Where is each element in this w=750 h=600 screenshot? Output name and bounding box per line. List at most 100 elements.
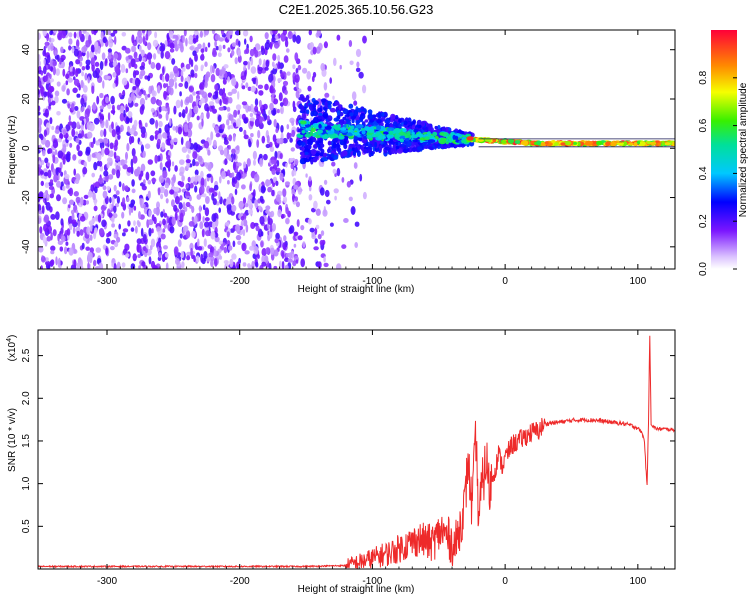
spectrogram-noise-cell xyxy=(249,48,255,57)
spectrogram-noise-cell xyxy=(50,250,55,255)
spectrogram-noise-cell xyxy=(73,191,79,197)
spectrogram-noise-cell xyxy=(180,75,184,83)
spectrogram-noise-cell xyxy=(170,139,174,145)
spectrogram-noise-cell xyxy=(214,258,218,267)
spectrogram-noise-cell xyxy=(134,70,140,76)
spectrogram-noise-cell xyxy=(179,159,185,166)
spectrogram-noise-cell xyxy=(308,185,312,192)
spectrogram-noise-cell xyxy=(171,161,175,167)
spectrogram-noise-cell xyxy=(152,39,159,48)
spectrogram-noise-cell xyxy=(85,64,90,71)
spectrogram-noise-cell xyxy=(362,191,367,200)
spectrogram-noise-cell xyxy=(254,105,259,113)
spectrogram-noise-cell xyxy=(286,71,291,76)
spectrogram-signal-cell xyxy=(339,138,344,146)
spectrogram-noise-cell xyxy=(282,137,288,144)
spectrogram-noise-cell xyxy=(292,193,295,203)
spectrogram-noise-cell xyxy=(107,103,112,110)
spectrogram-noise-cell xyxy=(41,159,45,166)
spectrogram-noise-cell xyxy=(228,114,234,121)
spectrogram-noise-cell xyxy=(285,217,290,225)
spectrogram-signal-cell xyxy=(342,108,349,115)
spectrogram-noise-cell xyxy=(350,206,356,215)
spectrogram-noise-cell xyxy=(113,184,117,192)
spectrogram-noise-cell xyxy=(65,73,70,80)
spectrogram-noise-cell xyxy=(59,58,62,65)
spectrogram-signal-cell xyxy=(360,145,365,152)
spectrogram-noise-cell xyxy=(182,66,186,72)
spectrogram-noise-cell xyxy=(175,99,181,109)
spectrogram-noise-cell xyxy=(228,245,233,251)
spectrogram-noise-cell xyxy=(260,241,264,248)
spectrogram-signal-core xyxy=(554,142,559,146)
spectrogram-noise-cell xyxy=(144,122,148,128)
spectrogram-noise-cell xyxy=(125,116,130,123)
spectrogram-signal-core xyxy=(332,124,339,130)
spectrogram-signal-core xyxy=(661,141,666,146)
spectrogram-noise-cell xyxy=(158,237,162,243)
spectrogram-noise-cell xyxy=(141,185,147,191)
spectrogram-noise-cell xyxy=(113,151,117,159)
spectrogram-noise-cell xyxy=(249,245,255,251)
spectrogram-noise-cell xyxy=(256,254,260,259)
spectrogram-noise-cell xyxy=(226,119,230,126)
spectrogram-signal-cell xyxy=(308,104,313,110)
spectrogram-noise-cell xyxy=(265,143,271,149)
spectrogram-noise-cell xyxy=(42,235,47,244)
spectrogram-signal-cell xyxy=(376,119,382,124)
spectrogram-noise-cell xyxy=(42,50,46,57)
spectrogram-signal-core xyxy=(438,139,447,145)
spectrogram-noise-cell xyxy=(111,129,116,138)
spectrogram-noise-cell xyxy=(148,227,152,237)
spectrogram-noise-cell xyxy=(163,90,167,100)
spectrogram-noise-cell xyxy=(355,67,361,73)
spectrogram-noise-cell xyxy=(58,62,63,69)
spectrogram-signal-cell xyxy=(344,114,350,118)
spectrogram-noise-cell xyxy=(271,61,275,67)
spectrogram-noise-cell xyxy=(231,77,237,87)
spectrogram-noise-cell xyxy=(111,216,115,223)
spectrogram-noise-cell xyxy=(52,60,57,67)
spectrogram-noise-cell xyxy=(290,147,295,152)
spectrogram-noise-cell xyxy=(71,219,77,225)
spectrogram-noise-cell xyxy=(86,131,93,139)
spectrogram-noise-cell xyxy=(71,103,75,111)
spectrogram-noise-cell xyxy=(280,72,284,78)
spectrogram-noise-cell xyxy=(131,34,135,44)
spectrogram-noise-cell xyxy=(138,119,142,125)
spectrogram-noise-cell xyxy=(339,64,342,70)
spectrogram-noise-cell xyxy=(141,261,146,267)
spectrogram-noise-cell xyxy=(81,66,86,71)
spectrogram-noise-cell xyxy=(231,49,235,57)
spectrogram-noise-cell xyxy=(116,196,120,204)
spectrogram-noise-cell xyxy=(99,60,104,71)
spectrogram-signal-core xyxy=(394,134,400,140)
spectrogram-signal-cell xyxy=(359,115,364,122)
spectrogram-noise-cell xyxy=(275,232,280,240)
spectrogram-noise-cell xyxy=(259,216,265,225)
spectrogram-noise-cell xyxy=(358,71,364,79)
spectrogram-noise-cell xyxy=(38,54,41,62)
spectrogram-noise-cell xyxy=(207,42,211,48)
spectrogram-noise-cell xyxy=(151,214,155,222)
spectrogram-noise-cell xyxy=(46,162,50,167)
spectrogram-noise-cell xyxy=(205,196,210,204)
spectrogram-noise-cell xyxy=(233,122,237,128)
spectrogram-noise-cell xyxy=(55,167,59,176)
spectrogram-signal-cell xyxy=(331,153,335,158)
spectrogram-noise-cell xyxy=(151,177,157,183)
spectrogram-noise-cell xyxy=(282,97,289,107)
spectrogram-noise-cell xyxy=(94,61,100,67)
spectrogram-noise-cell xyxy=(188,121,193,129)
spectrogram-noise-cell xyxy=(134,57,140,63)
spectrogram-noise-cell xyxy=(142,37,146,45)
x-tick-label: 0 xyxy=(502,276,508,287)
spectrogram-noise-cell xyxy=(273,265,278,269)
spectrogram-noise-cell xyxy=(165,112,169,121)
spectrogram-noise-cell xyxy=(267,179,272,186)
spectrogram-signal-core xyxy=(342,124,347,128)
y-tick-label: 2.5 xyxy=(21,348,32,362)
spectrogram-noise-cell xyxy=(146,52,153,61)
spectrogram-noise-cell xyxy=(212,108,217,114)
spectrogram-signal-cell xyxy=(341,150,348,157)
